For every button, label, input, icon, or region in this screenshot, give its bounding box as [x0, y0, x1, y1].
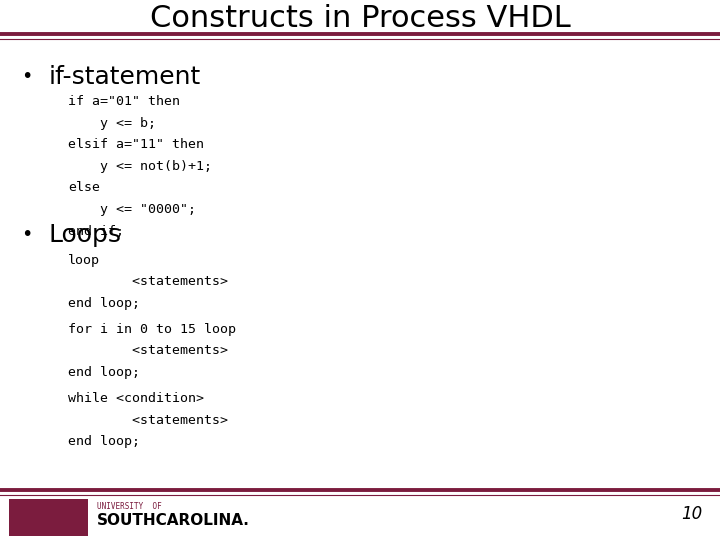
- Text: else: else: [68, 181, 100, 194]
- Text: end loop;: end loop;: [68, 435, 140, 448]
- Text: y <= not(b)+1;: y <= not(b)+1;: [68, 160, 212, 173]
- Text: while <condition>: while <condition>: [68, 392, 204, 405]
- Text: <statements>: <statements>: [68, 275, 228, 288]
- Text: Constructs in Process VHDL: Constructs in Process VHDL: [150, 4, 570, 33]
- Text: elsif a="11" then: elsif a="11" then: [68, 138, 204, 151]
- Text: Loops: Loops: [49, 223, 122, 247]
- Text: UNIVERSITY  OF: UNIVERSITY OF: [97, 502, 162, 511]
- Text: 10: 10: [680, 505, 702, 523]
- FancyBboxPatch shape: [9, 499, 88, 536]
- Text: for i in 0 to 15 loop: for i in 0 to 15 loop: [68, 323, 236, 336]
- Text: •: •: [22, 67, 33, 86]
- Text: end loop;: end loop;: [68, 366, 140, 379]
- Text: •: •: [22, 225, 33, 245]
- Text: if-statement: if-statement: [49, 65, 201, 89]
- Text: if a="01" then: if a="01" then: [68, 95, 181, 108]
- Text: y <= "0000";: y <= "0000";: [68, 203, 197, 216]
- Text: <statements>: <statements>: [68, 414, 228, 427]
- Text: <statements>: <statements>: [68, 345, 228, 357]
- Text: end if;: end if;: [68, 225, 125, 238]
- Text: y <= b;: y <= b;: [68, 117, 156, 130]
- Text: end loop;: end loop;: [68, 297, 140, 310]
- Text: SOUTHCAROLINA.: SOUTHCAROLINA.: [97, 513, 250, 528]
- Text: loop: loop: [68, 254, 100, 267]
